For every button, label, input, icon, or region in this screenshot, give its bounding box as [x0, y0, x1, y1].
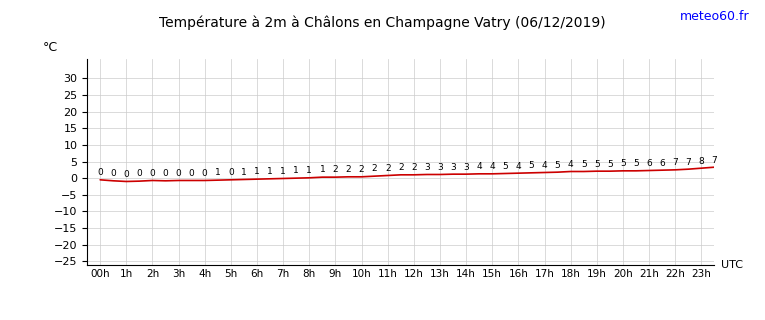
Text: 4: 4	[490, 162, 495, 171]
Text: 2: 2	[359, 165, 364, 174]
Text: 2: 2	[372, 164, 377, 173]
Text: 0: 0	[97, 168, 103, 177]
Text: 1: 1	[320, 165, 325, 174]
Text: 5: 5	[529, 161, 534, 170]
Text: 6: 6	[646, 159, 652, 168]
Text: 5: 5	[594, 159, 600, 169]
Text: 7: 7	[711, 156, 718, 164]
Text: 2: 2	[346, 165, 351, 174]
Text: meteo60.fr: meteo60.fr	[680, 10, 750, 23]
Text: 3: 3	[450, 163, 456, 172]
Text: 2: 2	[411, 163, 417, 172]
Text: 5: 5	[620, 159, 626, 168]
Text: 5: 5	[607, 159, 613, 169]
Text: 1: 1	[267, 167, 273, 176]
Text: 0: 0	[150, 169, 155, 178]
Text: 3: 3	[424, 163, 430, 172]
Text: 0: 0	[110, 169, 116, 178]
Text: UTC: UTC	[721, 260, 743, 269]
Text: 0: 0	[136, 170, 142, 179]
Text: 3: 3	[464, 163, 469, 172]
Text: 0: 0	[189, 169, 194, 178]
Text: 5: 5	[503, 162, 508, 171]
Text: 0: 0	[123, 170, 129, 179]
Text: 1: 1	[254, 167, 260, 177]
Text: Température à 2m à Châlons en Champagne Vatry (06/12/2019): Température à 2m à Châlons en Champagne …	[159, 16, 606, 30]
Text: 4: 4	[477, 162, 482, 171]
Text: 1: 1	[293, 166, 299, 175]
Text: 6: 6	[659, 158, 665, 167]
Text: 0: 0	[228, 168, 234, 177]
Text: 8: 8	[698, 156, 705, 165]
Text: 0: 0	[202, 169, 207, 178]
Text: 1: 1	[307, 166, 312, 175]
Text: 7: 7	[685, 157, 691, 166]
Text: 5: 5	[633, 159, 639, 168]
Text: 5: 5	[581, 160, 587, 169]
Text: 0: 0	[176, 169, 181, 178]
Text: 2: 2	[333, 165, 338, 174]
Text: 2: 2	[385, 164, 390, 173]
Text: 4: 4	[516, 162, 521, 171]
Text: °C: °C	[43, 41, 58, 54]
Text: 1: 1	[280, 167, 286, 176]
Text: 4: 4	[568, 160, 574, 169]
Text: 1: 1	[215, 169, 220, 178]
Text: 7: 7	[672, 158, 678, 167]
Text: 5: 5	[555, 161, 561, 170]
Text: 4: 4	[542, 161, 547, 170]
Text: 1: 1	[241, 168, 247, 177]
Text: 0: 0	[163, 169, 168, 178]
Text: 2: 2	[398, 163, 404, 172]
Text: 3: 3	[437, 163, 443, 172]
